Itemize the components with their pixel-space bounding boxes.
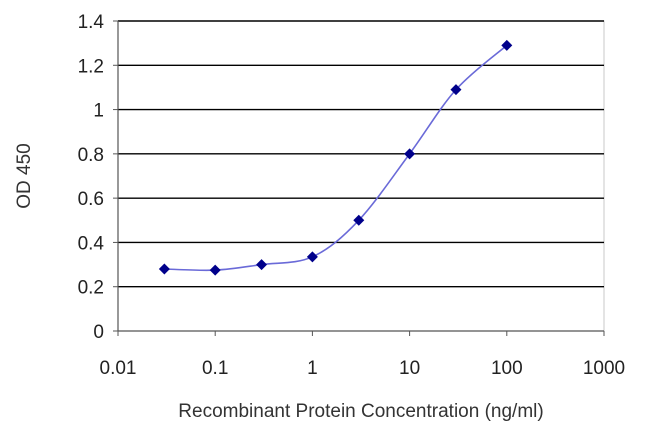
x-tick-label: 100 (491, 358, 523, 379)
y-tick-label: 0.4 (78, 233, 105, 254)
y-tick-labels: 0 0.2 0.4 0.6 0.8 1 1.2 1.4 (78, 12, 105, 343)
data-point (404, 148, 416, 160)
x-tick-label: 0.1 (202, 358, 228, 379)
plot-area-frame (117, 20, 605, 332)
y-axis-title: OD 450 (14, 143, 35, 208)
gridlines (118, 20, 604, 288)
y-tick-label: 1.4 (78, 12, 105, 33)
y-tick-label: 0.8 (78, 145, 104, 166)
data-point (256, 259, 268, 271)
x-tick-label: 1000 (583, 358, 625, 379)
x-tick-label: 0.01 (100, 358, 137, 379)
x-tick-label: 10 (399, 358, 420, 379)
x-axis-title: Recombinant Protein Concentration (ng/ml… (178, 401, 543, 422)
axes (113, 20, 605, 336)
data-point (209, 264, 221, 276)
data-point (450, 84, 462, 96)
data-point (353, 214, 365, 226)
y-tick-label: 0.6 (78, 189, 104, 210)
x-tick-labels: 0.01 0.1 1 10 100 1000 (100, 358, 626, 379)
y-tick-label: 0 (93, 322, 104, 343)
data-point (501, 39, 513, 51)
data-point (306, 251, 318, 263)
x-tick-label: 1 (307, 358, 318, 379)
y-tick-label: 0.2 (78, 278, 104, 299)
data-series (158, 39, 513, 276)
data-point (158, 263, 170, 275)
y-tick-label: 1 (93, 101, 104, 122)
y-tick-label: 1.2 (78, 56, 104, 77)
